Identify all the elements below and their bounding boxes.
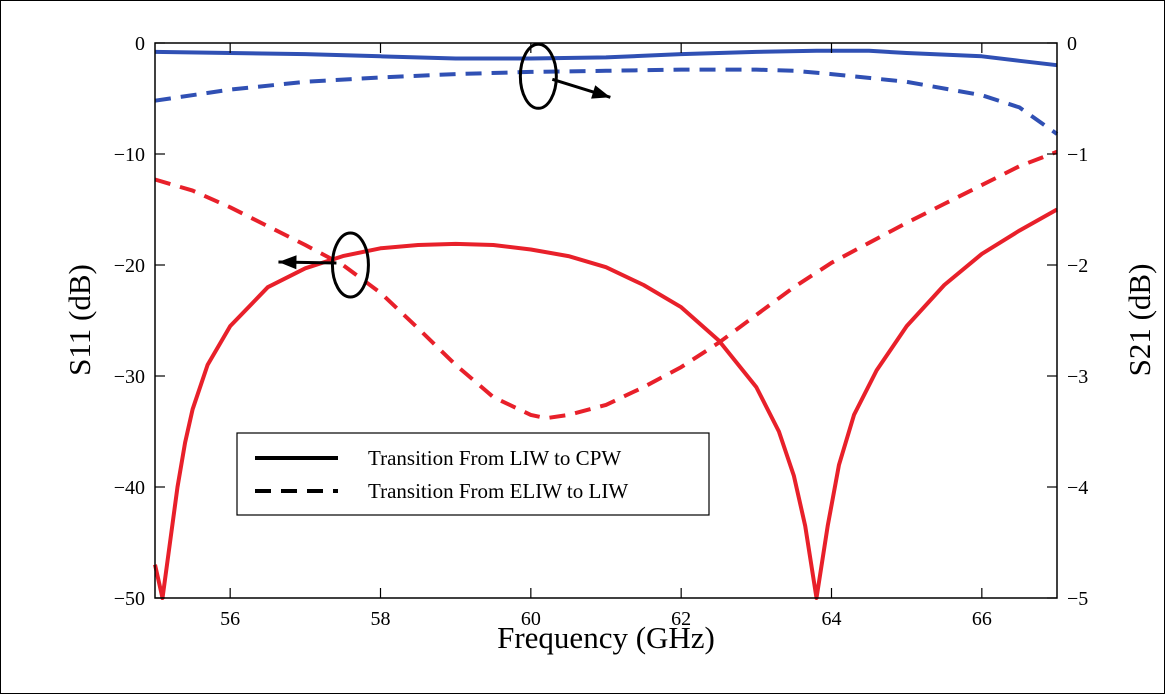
annotation-ellipse bbox=[518, 42, 558, 110]
x-tick-label: 56 bbox=[220, 608, 240, 630]
tick-layer: 56 58 60 62 64 66 0 −10 −20 −30 −40 −50 0 −1 −2 −3 −4 −5 bbox=[114, 33, 1089, 630]
annotation-arrow-head bbox=[591, 85, 611, 99]
y-left-tick-label: −10 bbox=[114, 144, 145, 166]
annotation-arrow-head bbox=[278, 255, 297, 270]
y-right-tick-label: −5 bbox=[1067, 588, 1088, 610]
series-line-s21-solid bbox=[154, 48, 1058, 68]
x-tick-label: 60 bbox=[521, 608, 541, 630]
x-tick-label: 58 bbox=[371, 608, 391, 630]
plot-area bbox=[154, 42, 1058, 599]
y-right-tick-label: −3 bbox=[1067, 366, 1088, 388]
x-tick-label: 66 bbox=[972, 608, 992, 630]
legend-label-dashed: Transition From ELIW to LIW bbox=[368, 479, 628, 503]
y-left-tick-label: −30 bbox=[114, 366, 145, 388]
y-right-tick-label: −1 bbox=[1067, 144, 1088, 166]
x-tick-label: 62 bbox=[671, 608, 691, 630]
series-layer bbox=[153, 48, 1059, 600]
y-left-tick-label: −20 bbox=[114, 255, 145, 277]
series-line-s11-dashed bbox=[154, 149, 1058, 421]
y-right-axis-title: S21 (dB) bbox=[1122, 264, 1157, 377]
y-left-tick-label: 0 bbox=[135, 33, 145, 55]
series-line-s11-solid bbox=[153, 207, 1058, 600]
legend-label-solid: Transition From LIW to CPW bbox=[368, 446, 621, 470]
legend: Transition From LIW to CPW Transition Fr… bbox=[236, 432, 710, 516]
y-left-tick-label: −50 bbox=[114, 588, 145, 610]
legend-box bbox=[236, 432, 710, 516]
series-line-s21-dashed bbox=[154, 67, 1059, 136]
y-right-tick-label: 0 bbox=[1067, 33, 1077, 55]
x-axis-title: Frequency (GHz) bbox=[497, 620, 715, 655]
y-left-tick-label: −40 bbox=[114, 477, 145, 499]
x-tick-label: 64 bbox=[822, 608, 842, 630]
y-right-tick-label: −4 bbox=[1067, 477, 1088, 499]
y-left-axis-title: S11 (dB) bbox=[62, 264, 97, 376]
annotation-ellipse bbox=[330, 231, 370, 299]
y-right-tick-label: −2 bbox=[1067, 255, 1088, 277]
annotation-layer bbox=[278, 42, 611, 299]
